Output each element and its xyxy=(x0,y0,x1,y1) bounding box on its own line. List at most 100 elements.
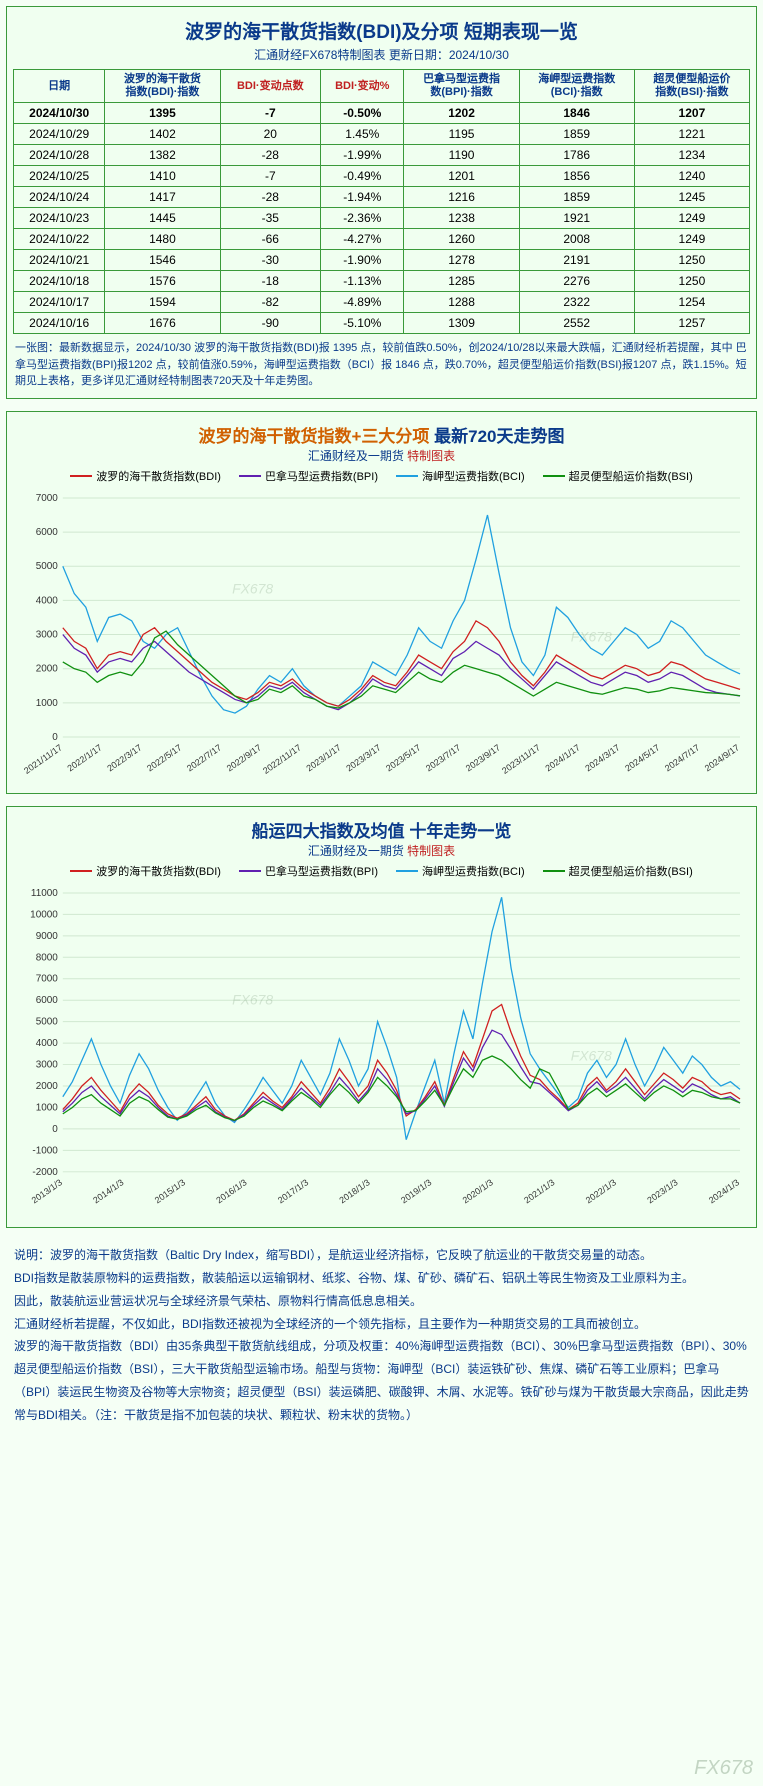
table-cell: 1249 xyxy=(634,208,749,229)
table-cell: 1240 xyxy=(634,166,749,187)
table-cell: 1480 xyxy=(105,229,220,250)
table-cell: 1207 xyxy=(634,103,749,124)
svg-text:2023/3/17: 2023/3/17 xyxy=(344,742,382,773)
table-cell: -0.49% xyxy=(321,166,404,187)
table-cell: -35 xyxy=(220,208,321,229)
svg-text:2021/11/17: 2021/11/17 xyxy=(22,742,64,776)
table-cell: -0.50% xyxy=(321,103,404,124)
svg-text:2014/1/3: 2014/1/3 xyxy=(91,1177,125,1205)
table-subtitle: 汇通财经FX678特制图表 更新日期：2024/10/30 xyxy=(13,46,750,63)
table-header-cell: 波罗的海干散货指数(BDI)·指数 xyxy=(105,70,220,103)
svg-text:4000: 4000 xyxy=(36,1038,59,1049)
table-cell: 1278 xyxy=(404,250,519,271)
svg-text:2022/5/17: 2022/5/17 xyxy=(145,742,183,773)
table-cell: 1250 xyxy=(634,271,749,292)
svg-text:10000: 10000 xyxy=(30,909,58,920)
legend-swatch xyxy=(396,475,418,477)
legend-label: 巴拿马型运费指数(BPI) xyxy=(265,468,378,484)
table-cell: -66 xyxy=(220,229,321,250)
svg-text:2024/3/17: 2024/3/17 xyxy=(583,742,621,773)
svg-text:FX678: FX678 xyxy=(571,1047,612,1063)
svg-text:2024/9/17: 2024/9/17 xyxy=(703,742,741,773)
table-cell: 1859 xyxy=(519,124,634,145)
table-header-cell: 海岬型运费指数(BCI)·指数 xyxy=(519,70,634,103)
legend-label: 超灵便型船运价指数(BSI) xyxy=(569,468,693,484)
svg-text:0: 0 xyxy=(52,1124,58,1135)
svg-text:5000: 5000 xyxy=(36,1016,59,1027)
svg-text:0: 0 xyxy=(52,732,58,743)
legend-label: 波罗的海干散货指数(BDI) xyxy=(96,863,221,879)
table-title: 波罗的海干散货指数(BDI)及分项 短期表现一览 xyxy=(13,17,750,44)
svg-text:2017/1/3: 2017/1/3 xyxy=(276,1177,310,1205)
table-cell: 2024/10/25 xyxy=(14,166,105,187)
table-cell: 2024/10/24 xyxy=(14,187,105,208)
chart-720-svg: 010002000300040005000600070002021/11/172… xyxy=(13,488,750,787)
description-line: 说明：波罗的海干散货指数（Baltic Dry Index，缩写BDI），是航运… xyxy=(14,1244,749,1267)
table-cell: 1234 xyxy=(634,145,749,166)
chart-10y-svg: -2000-1000010002000300040005000600070008… xyxy=(13,883,750,1222)
table-cell: 1395 xyxy=(105,103,220,124)
svg-text:2023/11/17: 2023/11/17 xyxy=(500,742,542,776)
table-cell: 1195 xyxy=(404,124,519,145)
table-cell: -2.36% xyxy=(321,208,404,229)
table-cell: -1.99% xyxy=(321,145,404,166)
svg-text:2022/3/17: 2022/3/17 xyxy=(105,742,143,773)
table-cell: -82 xyxy=(220,292,321,313)
table-row: 2024/10/291402201.45%119518591221 xyxy=(14,124,750,145)
table-cell: 1245 xyxy=(634,187,749,208)
svg-text:11000: 11000 xyxy=(31,888,58,899)
legend-item: 超灵便型船运价指数(BSI) xyxy=(543,468,693,484)
table-cell: 2024/10/23 xyxy=(14,208,105,229)
table-cell: 1546 xyxy=(105,250,220,271)
chart-720-panel: 波罗的海干散货指数+三大分项 最新720天走势图 汇通财经及一期货 特制图表 波… xyxy=(6,411,757,794)
table-cell: 1382 xyxy=(105,145,220,166)
svg-text:8000: 8000 xyxy=(36,952,59,963)
legend-swatch xyxy=(239,475,261,477)
table-row: 2024/10/281382-28-1.99%119017861234 xyxy=(14,145,750,166)
legend-label: 超灵便型船运价指数(BSI) xyxy=(569,863,693,879)
table-cell: -1.90% xyxy=(321,250,404,271)
table-cell: 1846 xyxy=(519,103,634,124)
svg-text:2016/1/3: 2016/1/3 xyxy=(214,1177,248,1205)
chart-10y-subtitle: 汇通财经及一期货 特制图表 xyxy=(13,842,750,859)
svg-text:2020/1/3: 2020/1/3 xyxy=(461,1177,495,1205)
table-cell: 2024/10/21 xyxy=(14,250,105,271)
svg-text:3000: 3000 xyxy=(36,629,59,640)
table-cell: -5.10% xyxy=(321,313,404,334)
table-note: 一张图：最新数据显示，2024/10/30 波罗的海干散货指数(BDI)报 13… xyxy=(13,334,750,392)
table-cell: -30 xyxy=(220,250,321,271)
table-cell: -4.27% xyxy=(321,229,404,250)
svg-text:7000: 7000 xyxy=(36,973,59,984)
svg-text:2024/5/17: 2024/5/17 xyxy=(623,742,661,773)
table-row: 2024/10/171594-82-4.89%128823221254 xyxy=(14,292,750,313)
description-line: BDI指数是散装原物料的运费指数，散装船运以运输钢材、纸浆、谷物、煤、矿砂、磷矿… xyxy=(14,1267,749,1290)
table-cell: -18 xyxy=(220,271,321,292)
legend-swatch xyxy=(543,870,565,872)
table-cell: 2191 xyxy=(519,250,634,271)
svg-text:2024/1/17: 2024/1/17 xyxy=(543,742,581,773)
description-line: 汇通财经析若提醒，不仅如此，BDI指数还被视为全球经济的一个领先指标，且主要作为… xyxy=(14,1313,749,1336)
table-cell: 2024/10/30 xyxy=(14,103,105,124)
table-cell: 20 xyxy=(220,124,321,145)
table-cell: 1202 xyxy=(404,103,519,124)
table-cell: 1417 xyxy=(105,187,220,208)
svg-text:FX678: FX678 xyxy=(571,628,612,644)
svg-text:2023/7/17: 2023/7/17 xyxy=(424,742,462,773)
legend-label: 波罗的海干散货指数(BDI) xyxy=(96,468,221,484)
watermark: FX678 xyxy=(694,1757,753,1780)
description-line: 波罗的海干散货指数（BDI）由35条典型干散货航线组成，分项及权重：40%海岬型… xyxy=(14,1335,749,1426)
description-block: 说明：波罗的海干散货指数（Baltic Dry Index，缩写BDI），是航运… xyxy=(6,1240,757,1430)
legend-label: 海岬型运费指数(BCI) xyxy=(422,468,525,484)
chart-720-legend: 波罗的海干散货指数(BDI) 巴拿马型运费指数(BPI) 海岬型运费指数(BCI) 超… xyxy=(13,468,750,484)
table-cell: 1859 xyxy=(519,187,634,208)
svg-text:2024/7/17: 2024/7/17 xyxy=(663,742,701,773)
chart-10y-legend: 波罗的海干散货指数(BDI)巴拿马型运费指数(BPI)海岬型运费指数(BCI)超… xyxy=(13,863,750,879)
table-cell: 1309 xyxy=(404,313,519,334)
svg-text:2022/7/17: 2022/7/17 xyxy=(185,742,223,773)
table-header-cell: 超灵便型船运价指数(BSI)·指数 xyxy=(634,70,749,103)
table-row: 2024/10/221480-66-4.27%126020081249 xyxy=(14,229,750,250)
table-cell: -7 xyxy=(220,166,321,187)
svg-text:2022/11/17: 2022/11/17 xyxy=(261,742,303,776)
svg-text:1000: 1000 xyxy=(36,1102,59,1113)
description-line: 因此，散装航运业营运状况与全球经济景气荣枯、原物料行情高低息息相关。 xyxy=(14,1290,749,1313)
